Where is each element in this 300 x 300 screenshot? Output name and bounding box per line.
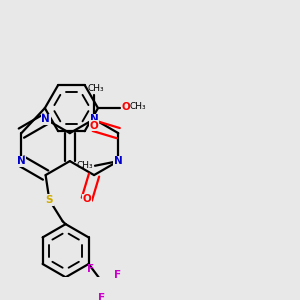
- Text: N: N: [90, 114, 98, 124]
- Text: N: N: [41, 114, 50, 124]
- Text: O: O: [122, 102, 130, 112]
- Text: F: F: [87, 264, 94, 274]
- Text: O: O: [82, 194, 91, 204]
- Text: CH₃: CH₃: [130, 102, 146, 111]
- Text: CH₃: CH₃: [87, 84, 104, 93]
- Text: O: O: [90, 121, 98, 131]
- Text: N: N: [17, 156, 26, 166]
- Text: N: N: [114, 156, 123, 166]
- Text: CH₃: CH₃: [77, 161, 94, 170]
- Text: F: F: [115, 270, 122, 280]
- Text: S: S: [46, 195, 53, 205]
- Text: F: F: [98, 292, 105, 300]
